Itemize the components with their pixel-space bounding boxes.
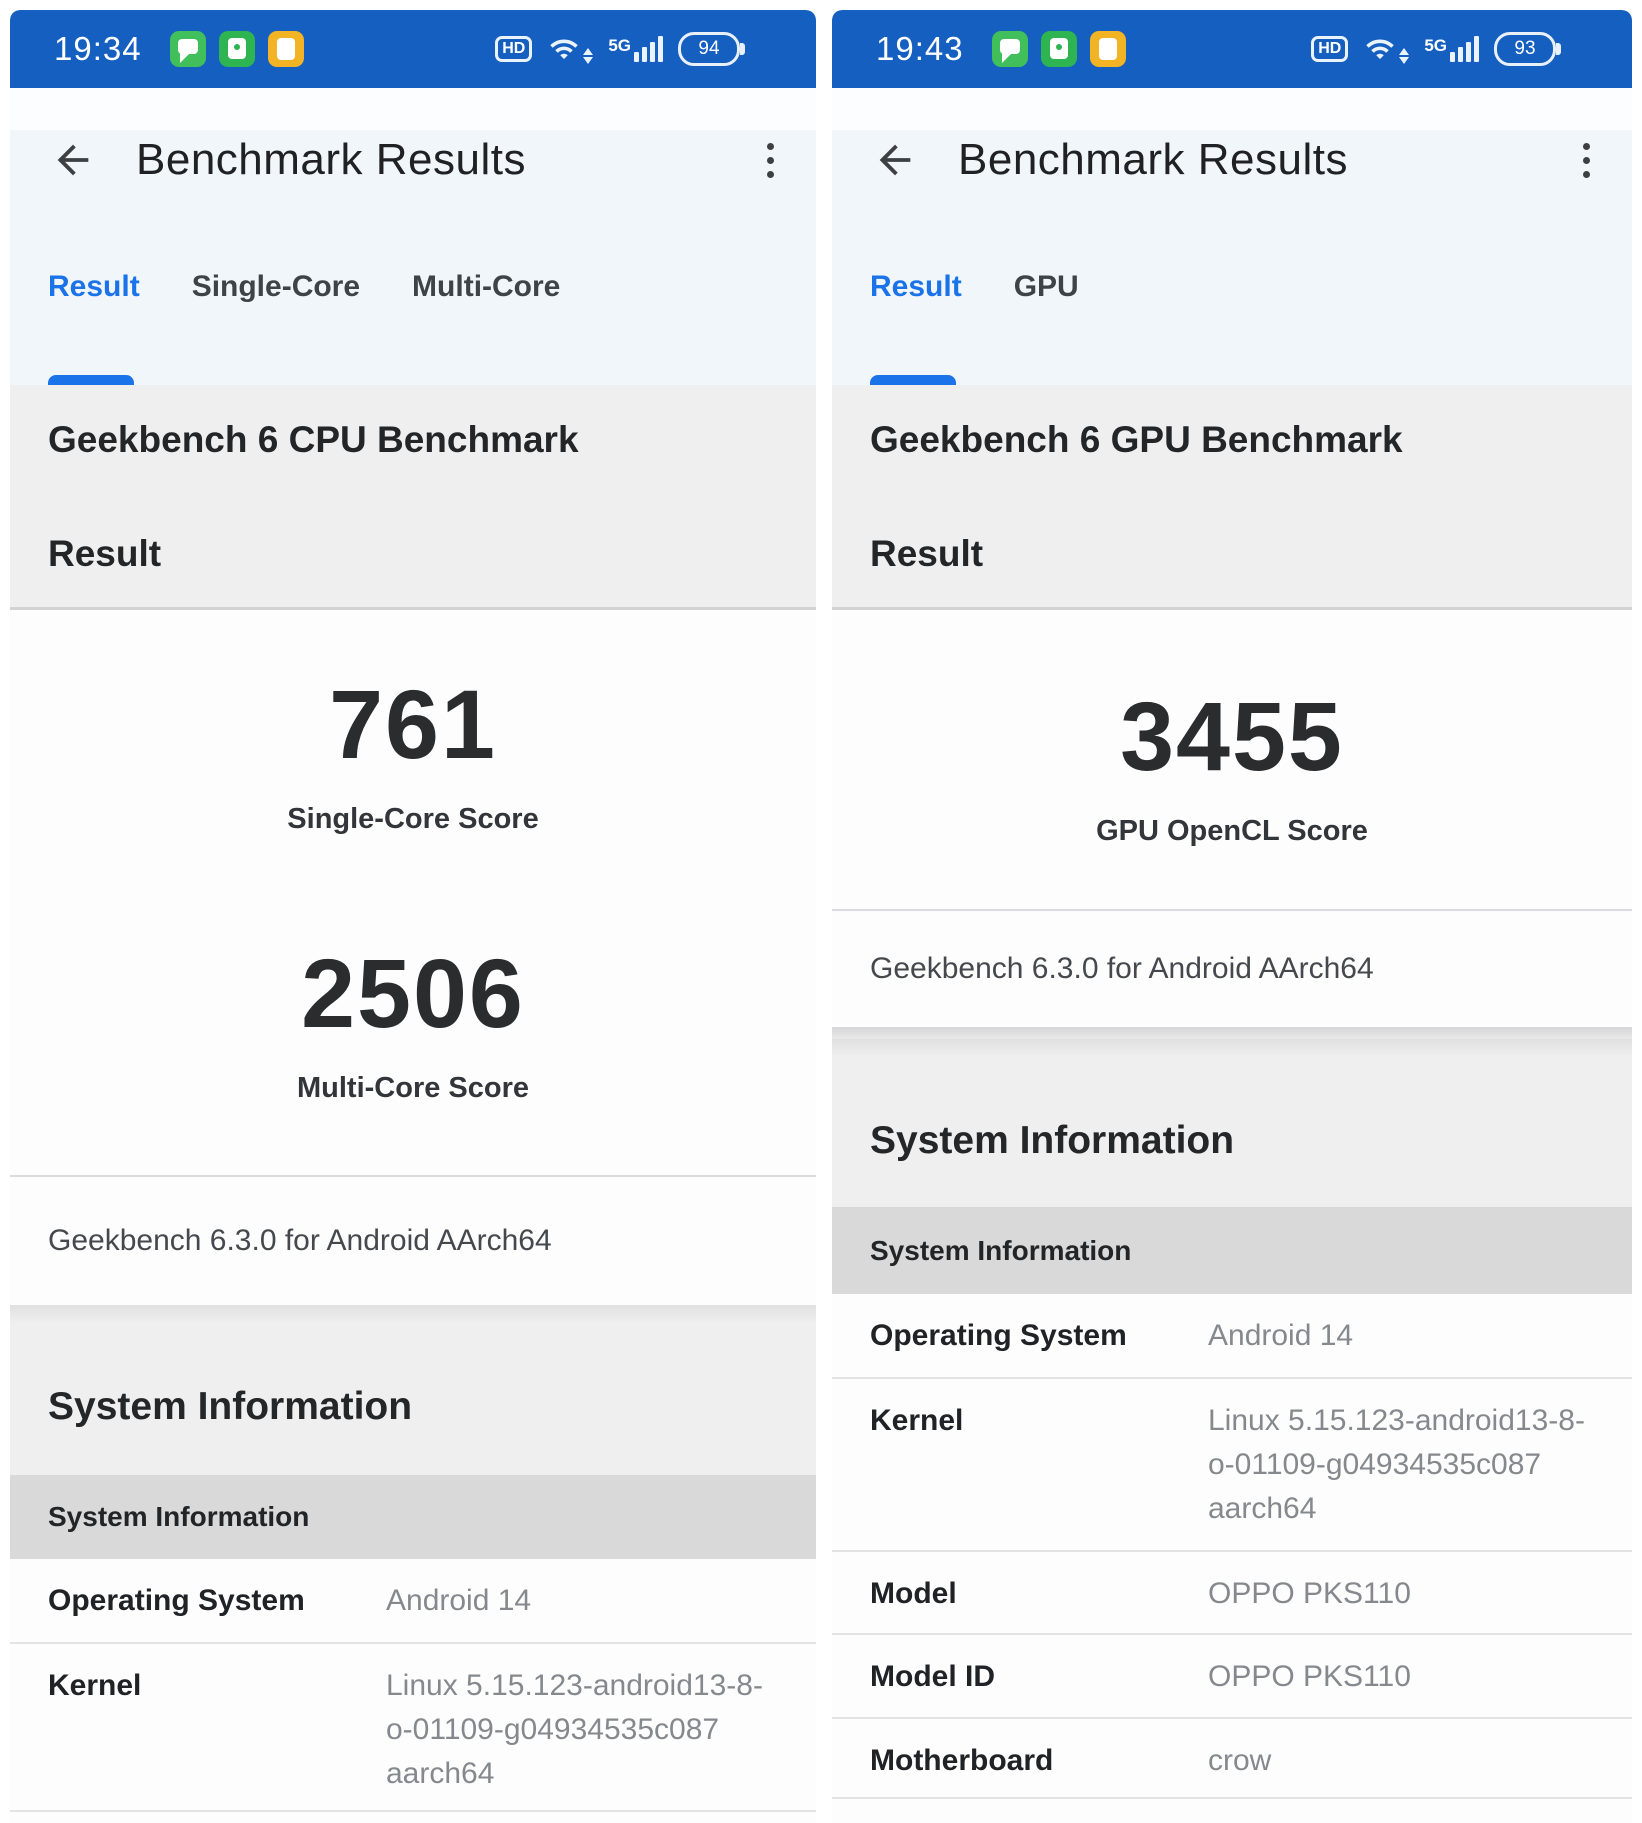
table-row: Kernel Linux 5.15.123-android13-8-o-0110…: [832, 1379, 1632, 1552]
table-row: Model OPPO PKS110: [832, 1552, 1632, 1635]
hd-voice-icon: HD: [495, 36, 533, 62]
benchmark-subtitle: Result: [870, 533, 984, 574]
wifi-traffic-arrows: [583, 48, 594, 64]
row-label: Operating System: [48, 1584, 305, 1617]
battery-indicator: 94: [678, 32, 745, 66]
status-indicators: HD 5G 94: [495, 32, 746, 66]
row-value: OPPO PKS110: [1208, 1577, 1411, 1610]
geekbench-version-row: Geekbench 6.3.0 for Android AArch64: [832, 909, 1632, 1027]
notification-icons: [991, 31, 1126, 67]
signal-bars: [1450, 36, 1479, 62]
table-row: Operating System Android 14: [10, 1559, 816, 1644]
toolbar: Benchmark Results: [832, 130, 1632, 190]
benchmark-subtitle: Result: [48, 533, 162, 574]
status-indicators: HD 5G 93: [1311, 32, 1562, 66]
app-header: Benchmark Results Result Single-Core Mul…: [10, 130, 816, 385]
active-tab-indicator: [48, 375, 134, 385]
messages-notification-icon: [169, 31, 206, 67]
row-label: Kernel: [48, 1669, 142, 1702]
messages-notification-icon: [991, 31, 1028, 67]
system-information-subheader: System Information: [10, 1475, 816, 1559]
clock: 19:43: [876, 30, 964, 67]
row-value: Linux 5.15.123-android13-8-o-01109-g0493…: [386, 1669, 763, 1790]
benchmark-section-header: Geekbench 6 GPU Benchmark Result: [832, 385, 1632, 610]
multi-core-score-label: Multi-Core Score: [296, 1072, 530, 1104]
row-value: Android 14: [386, 1584, 532, 1617]
gpu-score-value: 3455: [1120, 682, 1344, 791]
tab-single-core[interactable]: Single-Core: [191, 270, 361, 303]
cellular-signal-icon: 5G: [608, 36, 663, 62]
back-button[interactable]: [872, 136, 920, 184]
status-bar: 19:43 HD 5G 93: [832, 10, 1632, 88]
overflow-menu-button[interactable]: [761, 137, 780, 184]
wifi-traffic-arrows: [1399, 48, 1410, 64]
row-label: Model: [870, 1577, 957, 1610]
page-title: Benchmark Results: [958, 135, 1348, 184]
multi-core-score-value: 2506: [301, 939, 525, 1048]
row-label: Operating System: [870, 1319, 1127, 1352]
table-row: Operating System Android 14: [832, 1294, 1632, 1379]
table-row: Model OPPO PKS110: [10, 1812, 816, 1823]
battery-indicator: 93: [1494, 32, 1561, 66]
single-core-score-value: 761: [329, 670, 497, 779]
phone-screenshot-gpu: 19:43 HD 5G 93: [832, 10, 1632, 1823]
network-type-label: 5G: [608, 36, 631, 55]
system-information-subheader: System Information: [832, 1207, 1632, 1294]
system-information-heading: System Information: [832, 1039, 1632, 1207]
back-button[interactable]: [50, 136, 98, 184]
tab-gpu[interactable]: GPU: [1013, 270, 1079, 303]
score-area: 761 Single-Core Score 2506 Multi-Core Sc…: [10, 610, 816, 1175]
notification-icons: [169, 31, 304, 67]
table-row: Model ID OPPO PKS110: [832, 1635, 1632, 1719]
app-header: Benchmark Results Result GPU: [832, 130, 1632, 385]
network-type-label: 5G: [1424, 36, 1447, 55]
table-row: Governor uag: [832, 1799, 1632, 1823]
store-notification-icon: [218, 31, 255, 67]
row-label: Kernel: [870, 1404, 964, 1437]
system-information-heading: System Information: [10, 1305, 816, 1475]
clock: 19:34: [54, 30, 142, 67]
tab-result[interactable]: Result: [48, 270, 140, 303]
active-tab-indicator: [870, 375, 956, 385]
tab-multi-core[interactable]: Multi-Core: [412, 270, 561, 303]
gpu-score-label: GPU OpenCL Score: [1096, 815, 1368, 847]
geekbench-version-row: Geekbench 6.3.0 for Android AArch64: [10, 1175, 816, 1305]
row-value: Linux 5.15.123-android13-8-o-01109-g0493…: [1208, 1404, 1585, 1525]
hd-voice-icon: HD: [1311, 36, 1349, 62]
signal-bars: [634, 36, 663, 62]
page-title: Benchmark Results: [136, 135, 526, 184]
gpu-score-block: 3455 GPU OpenCL Score: [832, 681, 1632, 849]
notes-notification-icon: [1089, 31, 1126, 67]
phone-screenshot-cpu: 19:34 HD 5G 94: [10, 10, 816, 1823]
benchmark-section-header: Geekbench 6 CPU Benchmark Result: [10, 385, 816, 610]
score-area: 3455 GPU OpenCL Score: [832, 610, 1632, 909]
table-row: Motherboard crow: [832, 1719, 1632, 1799]
tab-bar: Result Single-Core Multi-Core: [10, 268, 816, 306]
single-core-score-label: Single-Core Score: [287, 803, 539, 835]
store-notification-icon: [1040, 31, 1077, 67]
notes-notification-icon: [267, 31, 304, 67]
section-divider: [832, 1027, 1632, 1039]
row-value: crow: [1208, 1744, 1272, 1777]
row-label: Model ID: [870, 1660, 995, 1693]
row-label: Governor: [870, 1819, 1208, 1823]
single-core-score-block: 761 Single-Core Score: [10, 669, 816, 837]
multi-core-score-block: 2506 Multi-Core Score: [10, 938, 816, 1106]
wifi-icon: [547, 34, 594, 64]
row-label: Motherboard: [870, 1744, 1054, 1777]
row-value: OPPO PKS110: [1208, 1660, 1411, 1693]
overflow-menu-button[interactable]: [1577, 137, 1596, 184]
status-bar: 19:34 HD 5G 94: [10, 10, 816, 88]
row-value: uag: [1208, 1819, 1602, 1823]
tab-bar: Result GPU: [832, 268, 1632, 306]
cellular-signal-icon: 5G: [1424, 36, 1479, 62]
table-row: Kernel Linux 5.15.123-android13-8-o-0110…: [10, 1644, 816, 1812]
benchmark-title: Geekbench 6 CPU Benchmark: [48, 419, 579, 460]
tab-result[interactable]: Result: [870, 270, 962, 303]
benchmark-title: Geekbench 6 GPU Benchmark: [870, 419, 1403, 460]
wifi-icon: [1363, 34, 1410, 64]
row-value: Android 14: [1208, 1319, 1354, 1352]
toolbar: Benchmark Results: [10, 130, 816, 190]
